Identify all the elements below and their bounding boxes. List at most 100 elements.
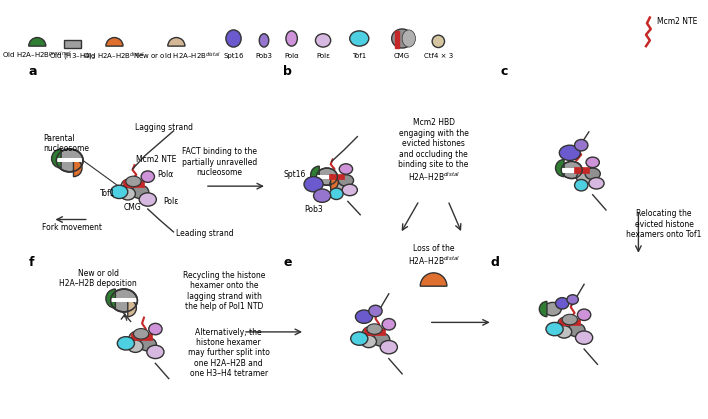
Ellipse shape (576, 331, 593, 344)
Wedge shape (29, 38, 46, 46)
Wedge shape (331, 175, 338, 190)
Ellipse shape (576, 171, 593, 184)
Ellipse shape (316, 34, 331, 47)
Text: Alternatively, the
histone hexamer
may further split into
one H2A–H2B and
one H3: Alternatively, the histone hexamer may f… (188, 328, 270, 378)
Ellipse shape (342, 184, 358, 196)
Text: Spt16: Spt16 (283, 170, 306, 179)
Ellipse shape (314, 189, 331, 202)
Wedge shape (556, 160, 564, 177)
Ellipse shape (141, 171, 154, 182)
Ellipse shape (362, 326, 381, 341)
Ellipse shape (589, 178, 604, 189)
Ellipse shape (339, 164, 353, 174)
Text: Parental
nucleosome: Parental nucleosome (43, 134, 89, 153)
Text: New or old H2A–H2B$^{distal}$: New or old H2A–H2B$^{distal}$ (132, 50, 220, 61)
Ellipse shape (568, 323, 585, 337)
Ellipse shape (586, 157, 600, 168)
Ellipse shape (330, 178, 347, 191)
Ellipse shape (544, 303, 561, 316)
Text: Old H2A–H2B$^{proximal}$: Old H2A–H2B$^{proximal}$ (2, 50, 72, 61)
Wedge shape (127, 300, 137, 317)
Wedge shape (106, 289, 115, 308)
Text: Polα: Polα (157, 170, 173, 179)
Text: d: d (491, 256, 500, 269)
Text: b: b (283, 65, 292, 78)
Bar (364, 328, 385, 335)
Ellipse shape (369, 305, 382, 317)
Ellipse shape (316, 168, 337, 185)
Text: Old (H3–H4)$_2$: Old (H3–H4)$_2$ (49, 51, 96, 61)
Text: Mcm2 NTE: Mcm2 NTE (658, 17, 698, 26)
Text: CMG: CMG (124, 203, 142, 212)
Ellipse shape (57, 149, 83, 172)
Ellipse shape (382, 318, 396, 330)
Bar (110, 297, 137, 303)
Ellipse shape (121, 178, 140, 194)
Ellipse shape (559, 145, 581, 160)
Ellipse shape (575, 179, 588, 191)
Ellipse shape (432, 35, 445, 47)
Ellipse shape (110, 289, 137, 312)
Text: Polε: Polε (163, 197, 178, 206)
Bar (131, 333, 152, 339)
Text: Recycling the histone
hexamer onto the
lagging strand with
the help of Pol1 NTD: Recycling the histone hexamer onto the l… (183, 271, 266, 311)
Bar (57, 158, 82, 162)
Wedge shape (106, 38, 123, 46)
Text: Lagging strand: Lagging strand (135, 123, 193, 132)
Bar (562, 168, 581, 173)
Ellipse shape (380, 341, 397, 354)
Text: Relocating the
evicted histone
hexamers onto Tof1: Relocating the evicted histone hexamers … (627, 210, 702, 239)
Bar (123, 181, 144, 187)
Ellipse shape (147, 345, 164, 359)
Ellipse shape (562, 314, 578, 325)
Wedge shape (74, 160, 82, 177)
Wedge shape (52, 149, 61, 168)
Text: Spt16: Spt16 (223, 53, 244, 59)
Bar (64, 40, 81, 48)
Ellipse shape (259, 34, 269, 47)
Text: Mcm2 HBD
engaging with the
evicted histones
and occluding the
binding site to th: Mcm2 HBD engaging with the evicted histo… (399, 119, 469, 184)
Text: New or old
H2A–H2B deposition: New or old H2A–H2B deposition (59, 269, 137, 288)
Ellipse shape (367, 324, 382, 334)
Text: Mcm2 NTE: Mcm2 NTE (137, 155, 177, 164)
Text: e: e (283, 256, 292, 269)
Ellipse shape (567, 295, 578, 304)
Ellipse shape (110, 185, 127, 199)
Text: Tof1: Tof1 (100, 189, 115, 198)
Text: Pob3: Pob3 (304, 204, 323, 214)
Ellipse shape (134, 328, 149, 339)
Text: Pob3: Pob3 (256, 53, 273, 59)
Ellipse shape (118, 337, 135, 350)
Bar (329, 174, 344, 179)
Ellipse shape (338, 175, 353, 186)
Text: f: f (29, 256, 34, 269)
Ellipse shape (561, 161, 582, 178)
Text: FACT binding to the
partially unravelled
nucleosome: FACT binding to the partially unravelled… (182, 147, 257, 177)
Ellipse shape (557, 317, 576, 332)
Ellipse shape (132, 185, 149, 199)
Wedge shape (311, 166, 319, 183)
Ellipse shape (286, 31, 297, 46)
Ellipse shape (139, 338, 156, 351)
Ellipse shape (127, 340, 143, 352)
Ellipse shape (546, 322, 563, 336)
Ellipse shape (226, 30, 241, 47)
Ellipse shape (392, 29, 413, 48)
Text: Leading strand: Leading strand (176, 229, 234, 238)
Text: Loss of the
H2A–H2B$^{distal}$: Loss of the H2A–H2B$^{distal}$ (408, 244, 459, 267)
Ellipse shape (355, 310, 372, 323)
Ellipse shape (139, 193, 156, 206)
Bar (573, 167, 589, 173)
Wedge shape (539, 301, 547, 317)
Ellipse shape (361, 335, 377, 348)
Wedge shape (421, 273, 447, 286)
Ellipse shape (149, 323, 162, 335)
Ellipse shape (330, 188, 343, 199)
Ellipse shape (585, 168, 600, 179)
Bar (317, 175, 336, 179)
Bar (559, 318, 581, 325)
Ellipse shape (402, 30, 416, 47)
Ellipse shape (556, 326, 572, 338)
Ellipse shape (372, 333, 390, 346)
Text: Ctf4 × 3: Ctf4 × 3 (423, 53, 453, 59)
